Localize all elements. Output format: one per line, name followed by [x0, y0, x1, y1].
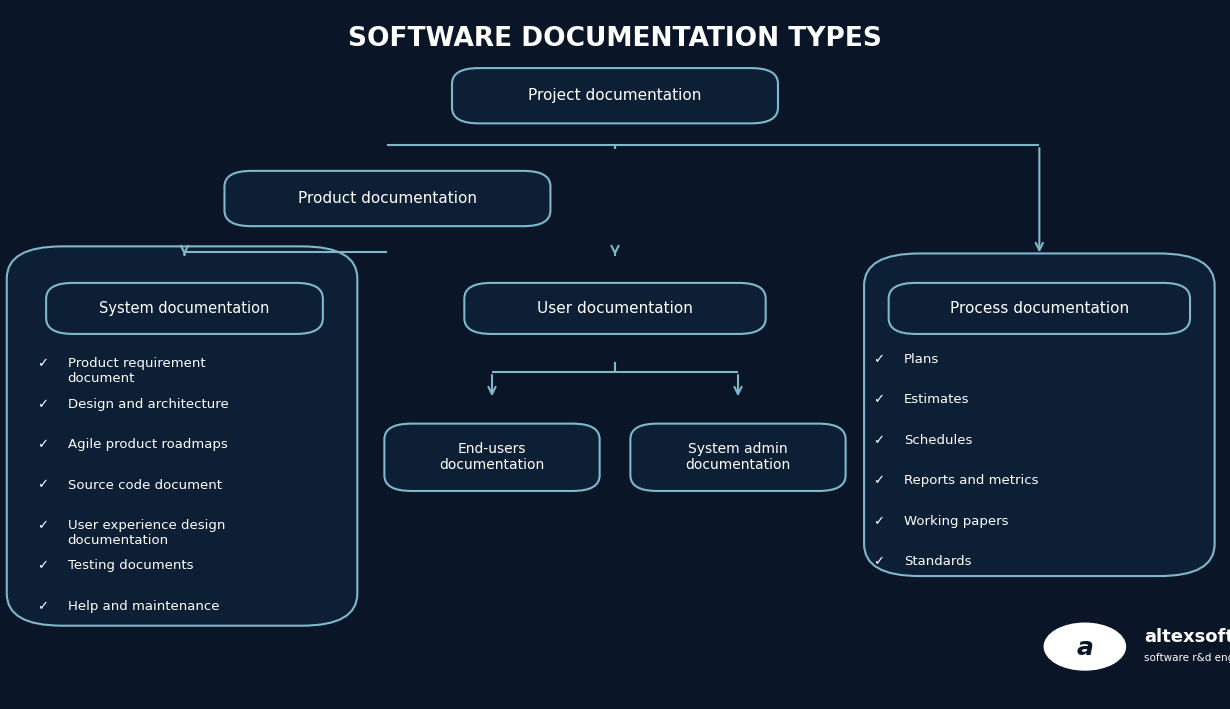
- Text: Testing documents: Testing documents: [68, 559, 193, 572]
- Text: ✓: ✓: [873, 393, 884, 406]
- Text: System admin
documentation: System admin documentation: [685, 442, 791, 472]
- Text: ✓: ✓: [37, 357, 48, 370]
- Text: Source code document: Source code document: [68, 479, 221, 491]
- FancyBboxPatch shape: [465, 283, 765, 334]
- Text: Process documentation: Process documentation: [950, 301, 1129, 316]
- FancyBboxPatch shape: [224, 171, 550, 226]
- Text: Working papers: Working papers: [904, 515, 1009, 527]
- Text: User documentation: User documentation: [538, 301, 692, 316]
- FancyBboxPatch shape: [630, 424, 846, 491]
- Circle shape: [1044, 623, 1125, 670]
- Text: ✓: ✓: [37, 479, 48, 491]
- Text: ✓: ✓: [37, 519, 48, 532]
- Text: Standards: Standards: [904, 555, 972, 568]
- Text: ✓: ✓: [37, 438, 48, 451]
- Text: User experience design
documentation: User experience design documentation: [68, 519, 225, 547]
- FancyBboxPatch shape: [863, 254, 1215, 576]
- FancyBboxPatch shape: [46, 283, 322, 334]
- Text: Product requirement
document: Product requirement document: [68, 357, 205, 385]
- Text: ✓: ✓: [873, 515, 884, 527]
- Text: Plans: Plans: [904, 353, 940, 366]
- Text: Agile product roadmaps: Agile product roadmaps: [68, 438, 228, 451]
- FancyBboxPatch shape: [888, 283, 1189, 334]
- Text: ✓: ✓: [37, 398, 48, 411]
- Text: ✓: ✓: [873, 434, 884, 447]
- Text: Product documentation: Product documentation: [298, 191, 477, 206]
- Text: End-users
documentation: End-users documentation: [439, 442, 545, 472]
- Text: Reports and metrics: Reports and metrics: [904, 474, 1038, 487]
- FancyBboxPatch shape: [384, 424, 600, 491]
- FancyBboxPatch shape: [7, 246, 357, 626]
- Text: software r&d engineering: software r&d engineering: [1144, 653, 1230, 663]
- Text: System documentation: System documentation: [100, 301, 269, 316]
- Text: ✓: ✓: [37, 600, 48, 613]
- Text: ✓: ✓: [37, 559, 48, 572]
- Text: Help and maintenance: Help and maintenance: [68, 600, 219, 613]
- Text: ✓: ✓: [873, 555, 884, 568]
- Text: Design and architecture: Design and architecture: [68, 398, 229, 411]
- Text: SOFTWARE DOCUMENTATION TYPES: SOFTWARE DOCUMENTATION TYPES: [348, 26, 882, 52]
- Text: Schedules: Schedules: [904, 434, 973, 447]
- Text: ✓: ✓: [873, 353, 884, 366]
- Text: ✓: ✓: [873, 474, 884, 487]
- Text: Project documentation: Project documentation: [529, 88, 701, 104]
- Text: Estimates: Estimates: [904, 393, 969, 406]
- Text: a: a: [1076, 636, 1093, 660]
- FancyBboxPatch shape: [453, 68, 779, 123]
- Text: altexsoft: altexsoft: [1144, 628, 1230, 647]
